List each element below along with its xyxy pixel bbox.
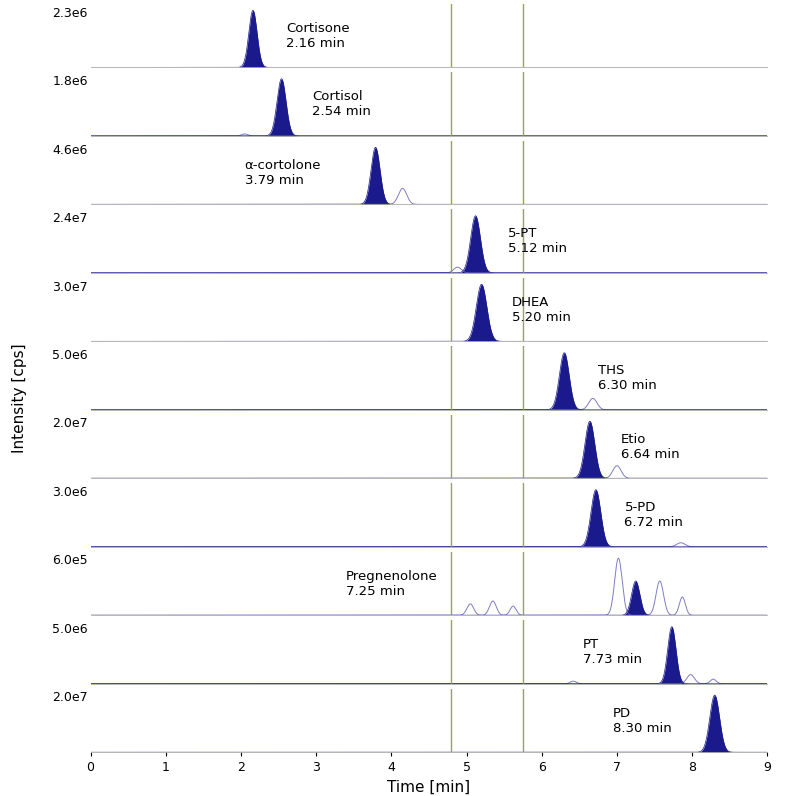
- Text: PD
8.30 min: PD 8.30 min: [613, 707, 672, 735]
- Text: 5-PD
6.72 min: 5-PD 6.72 min: [624, 501, 683, 529]
- Text: α-cortolone
3.79 min: α-cortolone 3.79 min: [245, 158, 321, 187]
- Text: 5-PT
5.12 min: 5-PT 5.12 min: [508, 227, 567, 256]
- Text: THS
6.30 min: THS 6.30 min: [598, 364, 657, 392]
- Text: PT
7.73 min: PT 7.73 min: [583, 638, 642, 666]
- Text: Cortisone
2.16 min: Cortisone 2.16 min: [286, 21, 349, 49]
- Text: Cortisol
2.54 min: Cortisol 2.54 min: [312, 90, 371, 119]
- X-axis label: Time [min]: Time [min]: [387, 780, 471, 794]
- Text: Pregnenolone
7.25 min: Pregnenolone 7.25 min: [346, 570, 438, 598]
- Text: DHEA
5.20 min: DHEA 5.20 min: [512, 295, 571, 324]
- Text: Intensity [cps]: Intensity [cps]: [12, 343, 27, 453]
- Text: Etio
6.64 min: Etio 6.64 min: [621, 433, 679, 461]
